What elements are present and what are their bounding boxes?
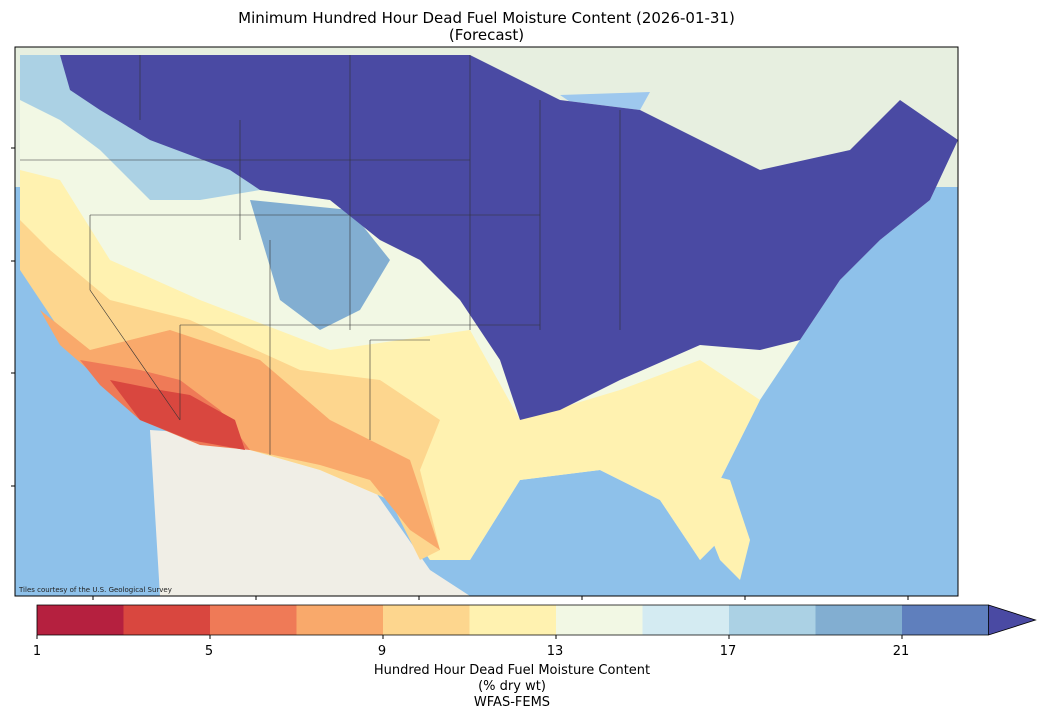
colorbar-title: Hundred Hour Dead Fuel Moisture Content bbox=[373, 663, 651, 678]
colorbar-units: (% dry wt) bbox=[478, 679, 546, 694]
colorbar-swatch bbox=[815, 605, 903, 635]
tile-attribution: Tiles courtesy of the U.S. Geological Su… bbox=[19, 586, 172, 594]
colorbar-swatch bbox=[37, 605, 124, 635]
map-title: Minimum Hundred Hour Dead Fuel Moisture … bbox=[238, 9, 735, 27]
x-axis-ticks bbox=[92, 596, 909, 600]
moisture-zone-11-13 bbox=[20, 170, 760, 560]
moisture-zone-3-5 bbox=[110, 380, 245, 450]
colorbar-swatch bbox=[469, 605, 557, 635]
state-borders bbox=[20, 55, 621, 455]
moisture-zone-23-plus bbox=[60, 55, 958, 420]
colorbar-swatches bbox=[36, 604, 1037, 636]
colorbar-tick-label: 1 bbox=[32, 644, 42, 659]
colorbar-swatch bbox=[296, 605, 384, 635]
colorbar-outline bbox=[36, 604, 989, 636]
colorbar-tick-label: 13 bbox=[546, 644, 564, 659]
colorbar-source: WFAS-FEMS bbox=[473, 695, 551, 710]
colorbar-tick-label: 17 bbox=[719, 644, 737, 659]
colorbar-swatch bbox=[642, 605, 730, 635]
colorbar-swatch bbox=[729, 605, 816, 635]
colorbar-tick-label: 9 bbox=[377, 644, 387, 659]
colorbar-swatch bbox=[556, 605, 643, 635]
colorbar-ticks bbox=[36, 635, 903, 639]
colorbar-swatch bbox=[902, 605, 989, 635]
colorbar-swatch bbox=[123, 605, 211, 635]
mexico-land bbox=[150, 430, 470, 596]
colorbar-tick-label: 21 bbox=[892, 644, 910, 659]
y-axis-ticks bbox=[11, 147, 15, 487]
map-frame bbox=[14, 46, 959, 597]
colorbar-extend-arrow bbox=[988, 604, 1037, 636]
colorbar-swatch bbox=[383, 605, 470, 635]
colorbar-swatch bbox=[210, 605, 297, 635]
florida-moisture bbox=[690, 470, 750, 580]
moisture-zone-19-21 bbox=[250, 200, 390, 330]
map-subtitle: (Forecast) bbox=[448, 26, 525, 44]
colorbar-tick-label: 5 bbox=[204, 644, 214, 659]
